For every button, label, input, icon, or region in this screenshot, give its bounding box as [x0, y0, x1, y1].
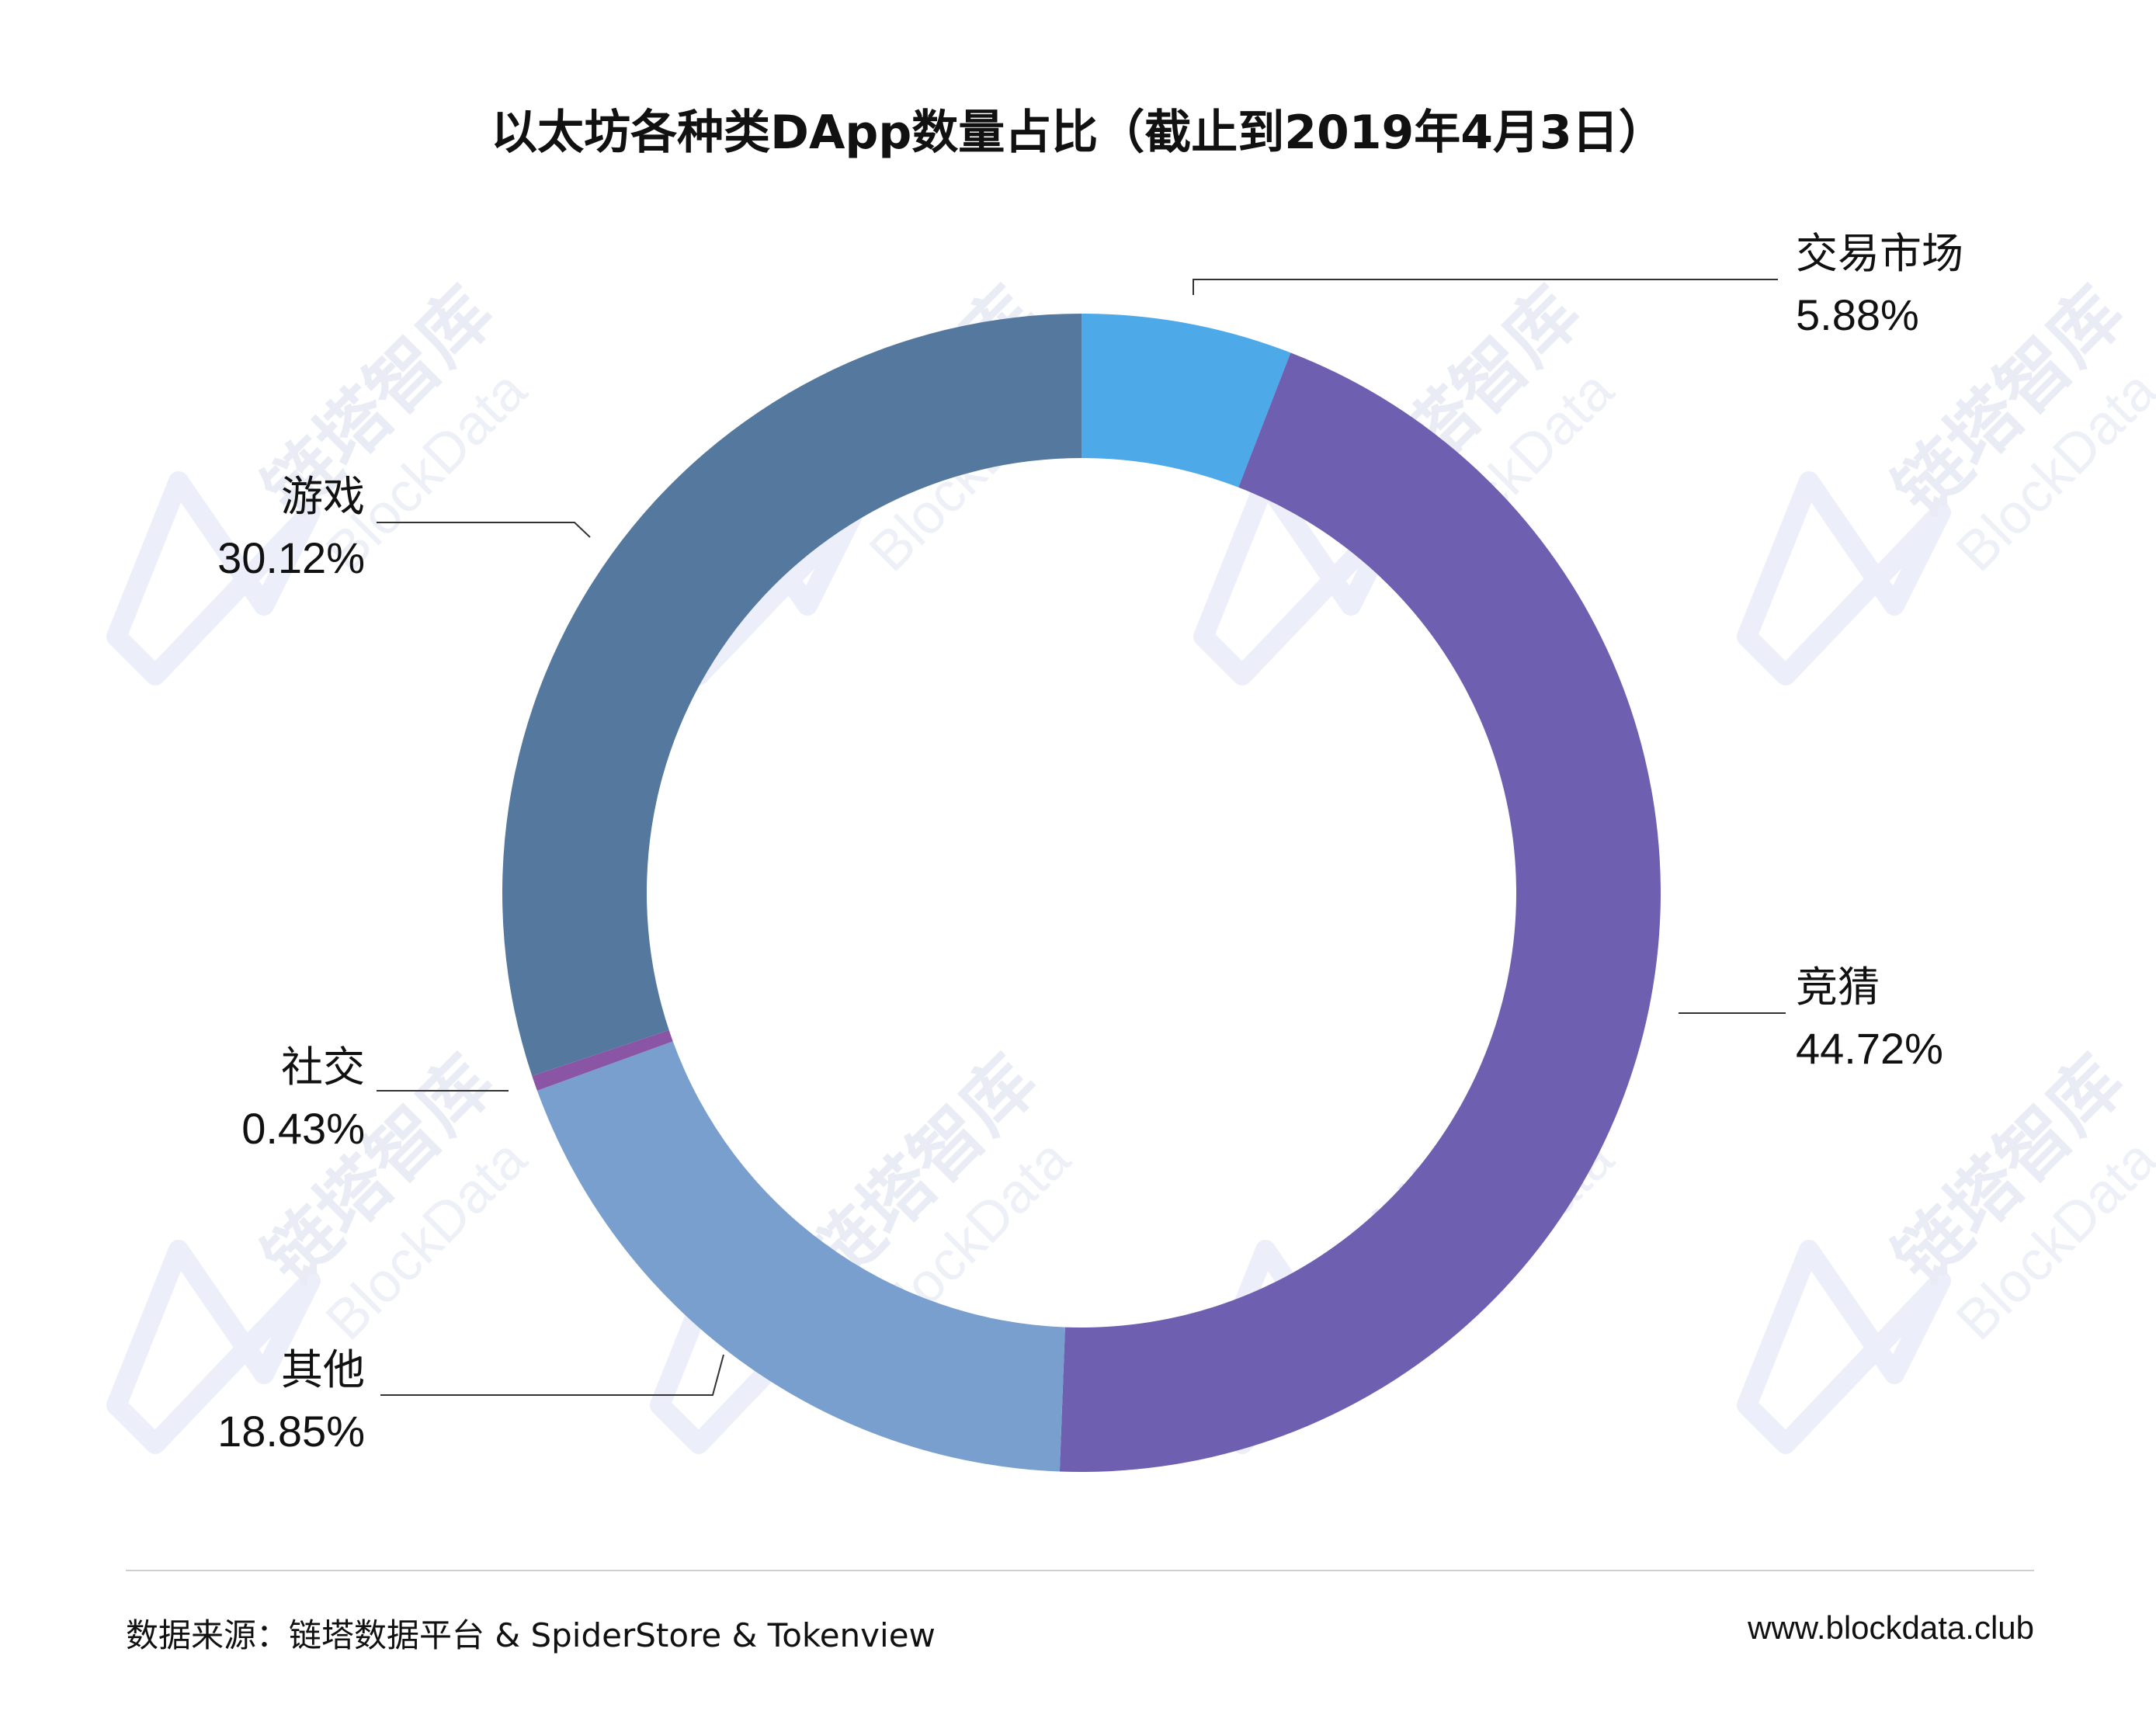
donut-slice-4: [502, 314, 1081, 1076]
slice-label-3: 社交: [281, 1043, 365, 1092]
donut-slice-0: [1081, 314, 1291, 488]
slice-label-1: 竞猜: [1796, 963, 1880, 1012]
slice-label-0: 交易市场: [1796, 229, 1963, 278]
slice-value-2: 18.85%: [217, 1407, 365, 1456]
leader-line-4: [377, 522, 591, 538]
watermark-logo: [106, 1240, 321, 1454]
footer-divider: [126, 1570, 2034, 1571]
slice-labels: 交易市场 5.88% 竞猜 44.72% 其他 18.85% 社交 0.43% 游戏 30.12%: [217, 229, 1963, 1456]
leader-line-2: [380, 1354, 724, 1396]
slice-value-1: 44.72%: [1796, 1024, 1943, 1073]
watermark-logo: [1737, 471, 1951, 685]
donut-slices: [502, 314, 1661, 1472]
donut-slice-3: [532, 1030, 673, 1091]
slice-value-4: 30.12%: [217, 533, 365, 582]
donut-slice-2: [536, 1041, 1065, 1472]
watermark-logo: [106, 471, 321, 685]
leader-line-0: [1193, 279, 1778, 295]
slice-label-4: 游戏: [281, 472, 365, 521]
donut-slice-1: [1059, 352, 1661, 1472]
slice-value-3: 0.43%: [241, 1104, 365, 1153]
chart-title: 以太坊各种类DApp数量占比（截止到2019年4月3日）: [491, 106, 1665, 160]
slice-label-2: 其他: [281, 1345, 365, 1394]
leader-lines: [377, 279, 1786, 1396]
slice-value-0: 5.88%: [1796, 290, 1919, 339]
data-source: 数据来源：链塔数据平台 & SpiderStore & Tokenview: [126, 1616, 936, 1654]
site-url[interactable]: www.blockdata.club: [1748, 1609, 2034, 1646]
watermark-logo: [1737, 1240, 1951, 1454]
